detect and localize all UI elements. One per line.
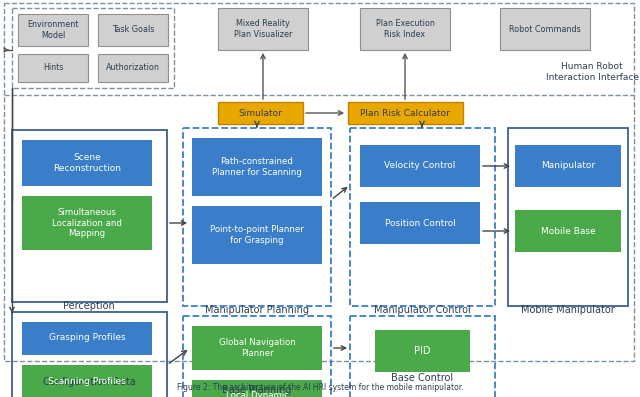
Bar: [192, 326, 322, 370]
Text: Simultaneous
Localization and
Mapping: Simultaneous Localization and Mapping: [52, 208, 122, 238]
Text: Mobile Base: Mobile Base: [541, 227, 595, 235]
Bar: [183, 128, 331, 306]
Bar: [12, 130, 167, 302]
Bar: [22, 196, 152, 250]
Bar: [360, 202, 480, 244]
Text: Velocity Control: Velocity Control: [384, 162, 456, 170]
Text: Configuration Data: Configuration Data: [43, 377, 136, 387]
Bar: [350, 316, 495, 397]
Bar: [183, 316, 331, 397]
Text: Point-to-point Planner
for Grasping: Point-to-point Planner for Grasping: [210, 225, 304, 245]
Text: Task Goals: Task Goals: [112, 25, 154, 35]
Text: Figure 2: The architecture of the AI HRI system for the mobile manipulator.: Figure 2: The architecture of the AI HRI…: [177, 383, 463, 392]
Bar: [360, 8, 450, 50]
Bar: [350, 128, 495, 306]
Text: Base Planning: Base Planning: [222, 385, 292, 395]
Text: Mixed Reality
Plan Visualizer: Mixed Reality Plan Visualizer: [234, 19, 292, 39]
Bar: [515, 145, 621, 187]
Bar: [12, 312, 167, 397]
Bar: [192, 138, 322, 196]
Text: Position Control: Position Control: [385, 218, 456, 227]
Text: Plan Execution
Risk Index: Plan Execution Risk Index: [376, 19, 435, 39]
Text: Human Robot
Interaction Interface: Human Robot Interaction Interface: [545, 62, 639, 82]
Text: Authorization: Authorization: [106, 64, 160, 73]
Bar: [218, 8, 308, 50]
Text: Mobile Manipulator: Mobile Manipulator: [521, 305, 615, 315]
Bar: [508, 128, 628, 306]
Text: Global Navigation
Planner: Global Navigation Planner: [219, 338, 296, 358]
Bar: [375, 330, 470, 372]
Text: Scene
Reconstruction: Scene Reconstruction: [53, 153, 121, 173]
Bar: [218, 102, 303, 124]
Bar: [500, 8, 590, 50]
Text: Manipulator Planning: Manipulator Planning: [205, 305, 309, 315]
Text: Manipulator Control: Manipulator Control: [374, 305, 470, 315]
Bar: [98, 14, 168, 46]
Text: Scanning Profiles: Scanning Profiles: [48, 376, 126, 385]
Text: Plan Risk Calculator: Plan Risk Calculator: [360, 108, 450, 118]
Text: Simulator: Simulator: [238, 108, 282, 118]
Bar: [18, 54, 88, 82]
Text: Manipulator: Manipulator: [541, 162, 595, 170]
Bar: [360, 145, 480, 187]
Text: Robot Commands: Robot Commands: [509, 25, 581, 33]
Bar: [18, 14, 88, 46]
Text: Local Dynamic
Obstacle Avoidance
Planner: Local Dynamic Obstacle Avoidance Planner: [214, 391, 300, 397]
Bar: [348, 102, 463, 124]
Text: Perception: Perception: [63, 301, 115, 311]
Bar: [192, 206, 322, 264]
Text: Base Control: Base Control: [391, 373, 453, 383]
Text: Environment
Model: Environment Model: [28, 20, 79, 40]
Bar: [515, 210, 621, 252]
Bar: [22, 322, 152, 355]
Bar: [22, 140, 152, 186]
Bar: [22, 365, 152, 397]
Text: PID: PID: [413, 346, 430, 356]
Bar: [12, 8, 174, 88]
Text: Hints: Hints: [43, 64, 63, 73]
Text: Grasping Profiles: Grasping Profiles: [49, 333, 125, 343]
Bar: [98, 54, 168, 82]
Text: Path-constrained
Planner for Scanning: Path-constrained Planner for Scanning: [212, 157, 302, 177]
Bar: [192, 380, 322, 397]
